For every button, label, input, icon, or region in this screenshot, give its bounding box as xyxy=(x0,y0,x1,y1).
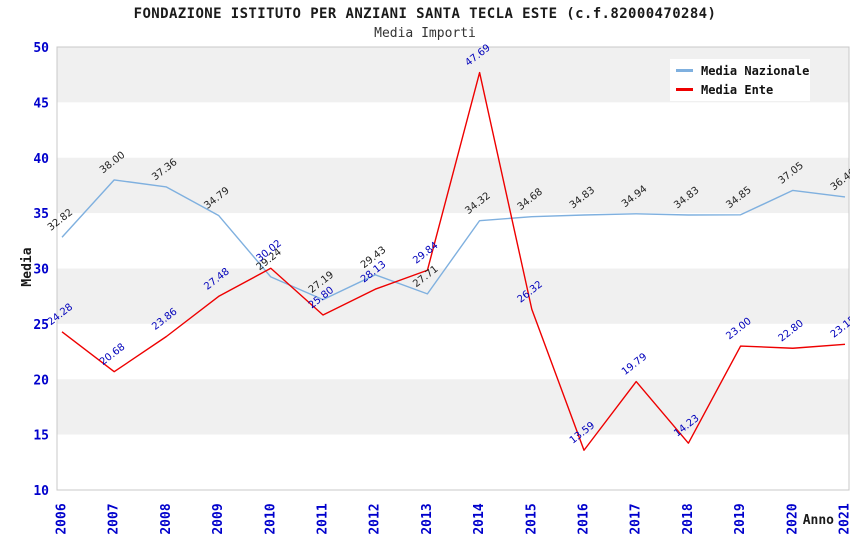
svg-text:25: 25 xyxy=(33,318,49,333)
svg-text:2021: 2021 xyxy=(838,503,850,534)
media-ente-line-swatch xyxy=(676,88,693,91)
svg-text:2014: 2014 xyxy=(472,503,487,534)
svg-text:2009: 2009 xyxy=(211,503,226,534)
y-axis-label: Media xyxy=(20,247,35,286)
svg-text:2016: 2016 xyxy=(577,503,592,534)
x-axis-ticks: 2006 2007 2008 2009 2010 2011 2012 2013 2014 2015… xyxy=(55,503,850,534)
svg-text:2017: 2017 xyxy=(629,503,644,534)
svg-text:50: 50 xyxy=(33,41,49,56)
svg-text:30: 30 xyxy=(33,263,49,278)
y-axis-ticks: 50 45 40 35 30 25 20 15 10 xyxy=(33,41,49,499)
svg-text:2019: 2019 xyxy=(733,503,748,534)
svg-text:2015: 2015 xyxy=(524,503,539,534)
media-nazionale-line-swatch xyxy=(676,69,693,72)
legend-item-media-nazionale: Media Nazionale xyxy=(670,64,810,78)
legend-item-media-ente: Media Ente xyxy=(670,83,810,97)
svg-text:2010: 2010 xyxy=(263,503,278,534)
svg-text:40: 40 xyxy=(33,152,49,167)
legend: Media Nazionale Media Ente xyxy=(670,59,810,101)
svg-text:2008: 2008 xyxy=(159,503,174,534)
svg-text:45: 45 xyxy=(33,96,49,111)
svg-text:2018: 2018 xyxy=(681,503,696,534)
plot-bands xyxy=(56,46,850,491)
chart-subtitle: Media Importi xyxy=(374,26,476,41)
chart-title: FONDAZIONE ISTITUTO PER ANZIANI SANTA TE… xyxy=(133,6,717,22)
x-axis-label: Anno xyxy=(803,513,834,528)
legend-label: Media Nazionale xyxy=(701,63,810,78)
svg-text:2007: 2007 xyxy=(107,503,122,534)
svg-text:2020: 2020 xyxy=(785,503,800,534)
svg-text:2013: 2013 xyxy=(420,503,435,534)
svg-text:15: 15 xyxy=(33,429,49,444)
svg-text:2006: 2006 xyxy=(55,503,70,534)
svg-text:10: 10 xyxy=(33,484,49,499)
legend-label: Media Ente xyxy=(701,82,774,97)
svg-text:20: 20 xyxy=(33,373,49,388)
svg-text:35: 35 xyxy=(33,207,49,222)
svg-text:2012: 2012 xyxy=(368,503,383,534)
svg-text:2011: 2011 xyxy=(316,503,331,534)
series-lines xyxy=(61,71,846,451)
